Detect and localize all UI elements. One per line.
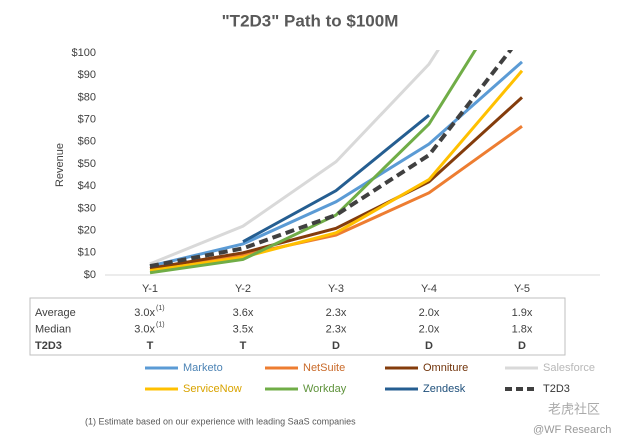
y-tick-label: $20 [78,225,96,237]
x-tick-label: Y-1 [142,283,158,295]
series-line [149,50,440,266]
y-tick-label: $60 [78,136,96,148]
x-tick-label: Y-4 [421,283,437,295]
series-line [149,96,524,270]
row-label: Average [35,307,76,319]
table-cell: D [425,340,433,352]
table-cell: T [240,340,247,352]
y-tick-label: $40 [78,180,96,192]
x-tick-label: Y-5 [514,283,530,295]
y-tick-label: $30 [78,202,96,214]
y-tick-label: $100 [72,47,96,59]
legend-label: Workday [303,383,347,395]
table-cell: 1.9x [512,307,533,319]
legend-label: NetSuite [303,362,345,374]
footnote: (1) Estimate based on our experience wit… [85,416,356,426]
table-frame [29,297,566,356]
legend-label: T2D3 [543,383,570,395]
y-tick-label: $0 [84,269,96,281]
legend-label: Salesforce [543,362,595,374]
x-tick-label: Y-3 [328,283,344,295]
table-cell: 2.3x [326,307,347,319]
legend-label: ServiceNow [183,383,242,395]
y-tick-label: $80 [78,91,96,103]
table-cell: 2.3x [326,323,347,335]
table-cell: 1.8x [512,323,533,335]
legend-label: Zendesk [423,383,466,395]
footnote-mark: (1) [156,321,165,328]
series-line [149,69,524,273]
series-line [242,113,430,244]
chart-title: "T2D3" Path to $100M [222,11,399,30]
row-label: Median [35,323,71,335]
table-cell: 3.0x [134,307,155,319]
x-tick-label: Y-2 [235,283,251,295]
legend-label: Omniture [423,362,468,374]
plot-area [149,50,524,275]
table-cell: D [518,340,526,352]
table-cell: T [147,340,154,352]
y-tick-label: $90 [78,69,96,81]
y-tick-label: $10 [78,247,96,259]
footnote-mark: (1) [156,305,165,312]
series-line [149,50,514,269]
y-tick-label: $50 [78,158,96,170]
legend-label: Marketo [183,362,223,374]
table-cell: 2.0x [419,307,440,319]
table-cell: 3.0x [134,323,155,335]
series-line [149,50,478,275]
table-cell: 3.6x [233,307,254,319]
watermark: 老虎社区 [548,401,600,416]
table-cell: 3.5x [233,323,254,335]
y-tick-label: $70 [78,114,96,126]
row-label: T2D3 [35,340,62,352]
watermark: @WF Research [533,424,611,436]
y-axis-label: Revenue [54,143,66,187]
table-cell: 2.0x [419,323,440,335]
table-cell: D [332,340,340,352]
